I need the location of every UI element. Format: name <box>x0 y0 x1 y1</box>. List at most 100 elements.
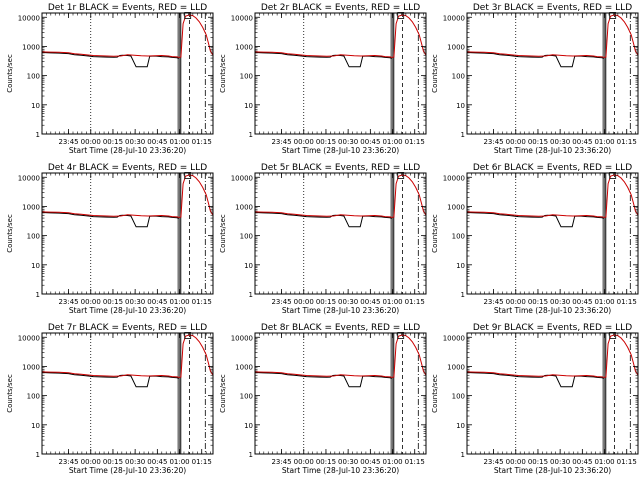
y-tick-label: 100 <box>240 393 253 401</box>
square-marker <box>397 332 405 339</box>
y-tick-label: 1 <box>249 131 253 139</box>
x-axis-label: Start Time (28-Jul-10 23:36:20) <box>69 466 186 475</box>
plot-frame <box>466 12 639 135</box>
series-line-lld <box>255 174 426 218</box>
panel-title: Det 1r BLACK = Events, RED = LLD <box>48 3 207 13</box>
y-axis-label: Counts/sec <box>219 374 227 413</box>
x-tick-label: 01:15 <box>405 458 425 466</box>
y-tick-label: 1000 <box>447 363 465 371</box>
y-tick-label: 100 <box>452 73 465 81</box>
y-tick-label: 10 <box>244 422 253 430</box>
y-tick-label: 10000 <box>18 174 40 182</box>
y-tick-label: 10 <box>31 102 40 110</box>
x-tick-label: 01:00 <box>594 138 614 146</box>
x-tick-label: 00:00 <box>294 138 314 146</box>
x-tick-label: 00:45 <box>147 138 167 146</box>
y-tick-label: 100 <box>27 233 40 241</box>
x-tick-label: 00:45 <box>572 458 592 466</box>
square-marker <box>184 172 192 179</box>
plot-frame <box>254 12 427 135</box>
x-tick-label: 00:30 <box>125 458 145 466</box>
y-tick-label: 10000 <box>443 174 465 182</box>
y-tick-label: 1000 <box>235 203 253 211</box>
x-axis-label: Start Time (28-Jul-10 23:36:20) <box>494 146 611 155</box>
y-tick-label: 10000 <box>443 334 465 342</box>
x-tick-label: 00:15 <box>528 298 548 306</box>
y-tick-label: 1000 <box>22 363 40 371</box>
y-tick-label: 10 <box>456 262 465 270</box>
series-line-lld <box>255 14 426 58</box>
series-line-events <box>467 212 605 228</box>
x-tick-label: 00:00 <box>81 458 101 466</box>
y-axis-label: Counts/sec <box>431 214 439 253</box>
x-tick-label: 00:00 <box>294 298 314 306</box>
x-tick-label: 01:00 <box>594 458 614 466</box>
square-marker <box>609 172 617 179</box>
x-tick-label: 00:45 <box>572 298 592 306</box>
y-axis-label: Counts/sec <box>6 54 14 93</box>
plot-frame <box>41 172 214 295</box>
y-tick-label: 10000 <box>231 334 253 342</box>
y-tick-label: 100 <box>27 393 40 401</box>
x-tick-label: 00:30 <box>550 298 570 306</box>
x-tick-label: 00:30 <box>550 458 570 466</box>
series-line-events <box>42 372 180 388</box>
plot-frame <box>254 172 427 295</box>
x-axis-label: Start Time (28-Jul-10 23:36:20) <box>69 146 186 155</box>
detector-panel-7: Det 7r BLACK = Events, RED = LLD 1 10 100 10… <box>6 323 214 475</box>
square-marker <box>184 332 192 339</box>
x-tick-label: 00:15 <box>316 138 336 146</box>
detector-panel-8: Det 8r BLACK = Events, RED = LLD 1 10 100 10… <box>219 323 427 475</box>
y-tick-label: 10000 <box>18 334 40 342</box>
panel-title: Det 4r BLACK = Events, RED = LLD <box>48 163 207 173</box>
series-line-lld <box>42 334 213 378</box>
square-marker <box>397 12 405 19</box>
x-axis-label: Start Time (28-Jul-10 23:36:20) <box>494 306 611 315</box>
x-tick-label: 23:45 <box>271 458 291 466</box>
x-tick-label: 23:45 <box>483 458 503 466</box>
y-axis-label: Counts/sec <box>219 54 227 93</box>
x-tick-label: 00:45 <box>147 458 167 466</box>
panel-title: Det 6r BLACK = Events, RED = LLD <box>473 163 632 173</box>
y-tick-label: 1 <box>461 131 465 139</box>
x-tick-label: 00:30 <box>125 138 145 146</box>
x-tick-label: 00:15 <box>103 458 123 466</box>
x-tick-label: 00:00 <box>81 298 101 306</box>
series-line-events <box>42 212 180 228</box>
series-line-events <box>255 52 393 68</box>
x-tick-label: 00:15 <box>528 138 548 146</box>
y-tick-label: 1000 <box>22 203 40 211</box>
x-tick-label: 00:30 <box>125 298 145 306</box>
x-tick-label: 01:15 <box>617 138 637 146</box>
x-tick-label: 23:45 <box>58 138 78 146</box>
y-tick-label: 10 <box>456 102 465 110</box>
series-line-lld <box>467 174 638 218</box>
x-tick-label: 00:45 <box>572 138 592 146</box>
square-marker <box>609 12 617 19</box>
y-tick-label: 1 <box>36 291 40 299</box>
y-axis-label: Counts/sec <box>431 54 439 93</box>
x-axis-label: Start Time (28-Jul-10 23:36:20) <box>69 306 186 315</box>
y-axis-label: Counts/sec <box>6 214 14 253</box>
x-tick-label: 01:15 <box>617 458 637 466</box>
x-tick-label: 01:00 <box>382 458 402 466</box>
y-tick-label: 100 <box>27 73 40 81</box>
x-tick-label: 00:00 <box>506 458 526 466</box>
y-tick-label: 1000 <box>447 43 465 51</box>
x-tick-label: 01:15 <box>192 138 212 146</box>
y-tick-label: 10000 <box>231 14 253 22</box>
square-marker <box>397 172 405 179</box>
y-tick-label: 1 <box>36 451 40 459</box>
x-tick-label: 01:15 <box>192 298 212 306</box>
x-tick-label: 00:15 <box>528 458 548 466</box>
x-tick-label: 01:00 <box>169 298 189 306</box>
x-tick-label: 00:45 <box>360 298 380 306</box>
x-tick-label: 23:45 <box>271 298 291 306</box>
detector-panel-1: Det 1r BLACK = Events, RED = LLD 1 10 100 10… <box>6 3 214 155</box>
y-tick-label: 1000 <box>22 43 40 51</box>
x-tick-label: 01:00 <box>382 298 402 306</box>
y-tick-label: 1 <box>461 291 465 299</box>
plot-frame <box>41 12 214 135</box>
x-tick-label: 00:45 <box>360 138 380 146</box>
detector-panel-3: Det 3r BLACK = Events, RED = LLD 1 10 100 10… <box>431 3 639 155</box>
